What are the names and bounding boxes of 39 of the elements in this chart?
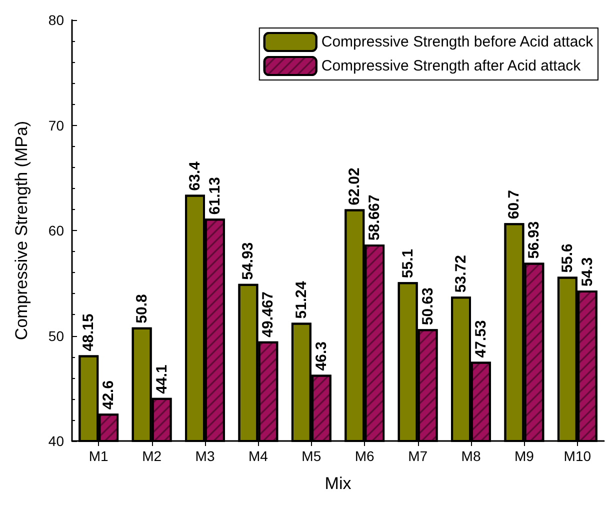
legend-label: Compressive Strength before Acid attack [321,34,594,50]
x-tick-label: M8 [461,448,481,464]
data-label: 55.6 [558,244,576,273]
data-label: 42.6 [100,380,118,410]
data-label: 53.72 [452,255,470,293]
data-label: 60.7 [506,190,523,220]
data-label: 54.93 [240,242,257,280]
y-tick-label: 70 [48,117,64,134]
x-tick-label: M6 [354,448,375,464]
data-label: 56.93 [526,221,543,259]
data-label: 50.63 [419,288,436,326]
data-label: 54.3 [578,257,596,286]
y-axis-title: Compressive Strength (MPa) [12,120,31,340]
y-tick-label: 80 [48,12,64,28]
data-label: 44.1 [153,364,170,394]
x-tick-label: M9 [514,448,534,464]
data-label: 62.02 [346,168,364,206]
data-label: 47.53 [472,320,490,358]
data-label: 61.13 [206,177,224,215]
y-tick-label: 50 [48,328,64,344]
data-label: 58.667 [366,194,384,241]
data-label: 63.4 [186,160,204,191]
x-tick-label: M1 [88,448,109,464]
x-tick-label: M5 [302,448,322,464]
data-label: 50.8 [133,294,150,324]
x-tick-label: M2 [142,448,162,464]
legend-label: Compressive Strength after Acid attack [321,58,582,74]
x-tick-label: M4 [248,448,268,464]
x-axis-title: Mix [324,474,352,493]
data-label: 49.467 [260,291,277,338]
data-label: 48.15 [80,314,98,352]
x-tick-label: M10 [564,448,592,464]
data-label: 46.3 [312,341,330,371]
y-tick-label: 60 [48,222,64,238]
data-label: 55.1 [399,248,416,278]
data-label: 51.24 [292,280,310,319]
y-tick-label: 40 [48,433,64,449]
x-tick-label: M3 [195,448,215,464]
x-tick-label: M7 [408,448,428,464]
